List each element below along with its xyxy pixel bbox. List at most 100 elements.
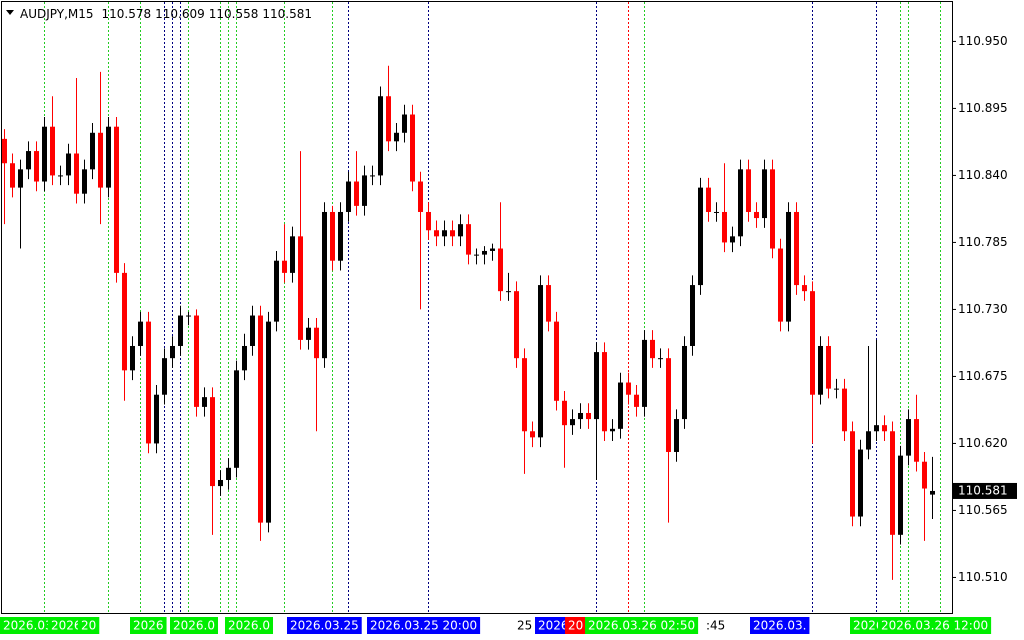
candle-body bbox=[266, 321, 271, 523]
candle-body bbox=[442, 230, 447, 237]
y-tick-label: 110.950 bbox=[958, 34, 1008, 48]
candle-body bbox=[74, 153, 79, 194]
candle-body bbox=[418, 181, 423, 212]
y-tick-label: 110.675 bbox=[958, 369, 1008, 383]
candle-body bbox=[2, 138, 7, 164]
candle-body bbox=[522, 358, 527, 432]
candle-body bbox=[354, 181, 359, 206]
collapse-arrow[interactable] bbox=[6, 10, 14, 15]
candle-body bbox=[498, 248, 503, 292]
candle-body bbox=[794, 211, 799, 286]
candle-body bbox=[162, 358, 167, 395]
candle-body bbox=[714, 211, 719, 213]
candle-body bbox=[858, 449, 863, 517]
candle-body bbox=[914, 419, 919, 462]
time-label-bg bbox=[535, 617, 572, 634]
time-label-bg bbox=[514, 617, 536, 634]
time-label-bg bbox=[585, 617, 699, 634]
candle-body bbox=[818, 345, 823, 395]
time-label-bg bbox=[48, 617, 85, 634]
candle-body bbox=[34, 151, 39, 182]
candle-body bbox=[410, 114, 415, 182]
candle-body bbox=[490, 248, 495, 251]
candle-body bbox=[450, 230, 455, 237]
candle-body bbox=[282, 260, 287, 273]
candle-body bbox=[474, 254, 479, 256]
time-label-bg bbox=[565, 617, 587, 634]
candle-body bbox=[594, 352, 599, 420]
price-label-bg bbox=[953, 482, 1017, 499]
candle-body bbox=[506, 291, 511, 293]
symbol: AUDJPY,M15 bbox=[20, 7, 94, 21]
candle-body bbox=[378, 96, 383, 176]
y-tick-label: 110.895 bbox=[958, 101, 1008, 115]
candle-body bbox=[642, 339, 647, 407]
candle-body bbox=[666, 358, 671, 452]
candle-body bbox=[298, 236, 303, 340]
candle-body bbox=[546, 285, 551, 322]
candle-body bbox=[338, 211, 343, 261]
candle-body bbox=[770, 169, 775, 249]
candle-body bbox=[346, 181, 351, 212]
candle-body bbox=[186, 315, 191, 317]
header-high: 110.609 bbox=[155, 7, 205, 21]
time-label-bg bbox=[878, 617, 992, 634]
candle-body bbox=[586, 412, 591, 420]
candle-body bbox=[930, 490, 935, 495]
candle-body bbox=[274, 260, 279, 322]
candle-body bbox=[730, 236, 735, 243]
candle-body bbox=[10, 163, 15, 188]
candle-body bbox=[866, 431, 871, 450]
candle-body bbox=[466, 224, 471, 255]
candle-body bbox=[306, 327, 311, 340]
candle-body bbox=[42, 126, 47, 182]
header-close: 110.581 bbox=[262, 7, 312, 21]
y-tick-label: 110.510 bbox=[958, 570, 1008, 584]
time-label-bg bbox=[850, 617, 887, 634]
candle-body bbox=[98, 132, 103, 188]
candle-body bbox=[778, 248, 783, 322]
candle-body bbox=[514, 291, 519, 359]
candle-body bbox=[226, 467, 231, 480]
candle-body bbox=[562, 400, 567, 426]
candle-body bbox=[650, 339, 655, 359]
candle-body bbox=[578, 412, 583, 420]
candle-body bbox=[842, 388, 847, 432]
candle-body bbox=[674, 419, 679, 452]
candle-body bbox=[210, 397, 215, 487]
candle-body bbox=[426, 211, 431, 231]
candle-body bbox=[826, 345, 831, 389]
candle-body bbox=[194, 315, 199, 407]
candle-body bbox=[530, 431, 535, 438]
time-label: 2026.03. bbox=[3, 619, 56, 633]
candle-body bbox=[370, 175, 375, 177]
candle-body bbox=[402, 114, 407, 133]
candle-body bbox=[202, 397, 207, 407]
candle-body bbox=[386, 96, 391, 142]
candle-body bbox=[618, 382, 623, 429]
candle-body bbox=[314, 327, 319, 359]
candle-body bbox=[290, 236, 295, 273]
time-label: 2026.03.26 12:00 bbox=[881, 619, 988, 633]
candle-body bbox=[834, 388, 839, 390]
time-label: 20 bbox=[568, 619, 583, 633]
candle-body bbox=[250, 315, 255, 346]
time-label: 2026 bbox=[133, 619, 164, 633]
candle-body bbox=[138, 321, 143, 346]
time-label-bg bbox=[287, 617, 362, 634]
candle-body bbox=[154, 394, 159, 444]
time-label-bg bbox=[0, 617, 60, 634]
price-label: 110.581 bbox=[958, 483, 1008, 497]
time-label: 2026.0 bbox=[228, 619, 270, 633]
y-tick-label: 110.620 bbox=[958, 436, 1008, 450]
time-label-bg bbox=[130, 617, 167, 634]
time-label: 2026.03. bbox=[753, 619, 806, 633]
candle-body bbox=[106, 126, 111, 188]
time-label-bg bbox=[170, 617, 218, 634]
candle-body bbox=[690, 285, 695, 346]
candle-body bbox=[82, 169, 87, 194]
candle-body bbox=[874, 425, 879, 432]
time-label: 20 bbox=[81, 619, 96, 633]
candle-body bbox=[754, 211, 759, 219]
